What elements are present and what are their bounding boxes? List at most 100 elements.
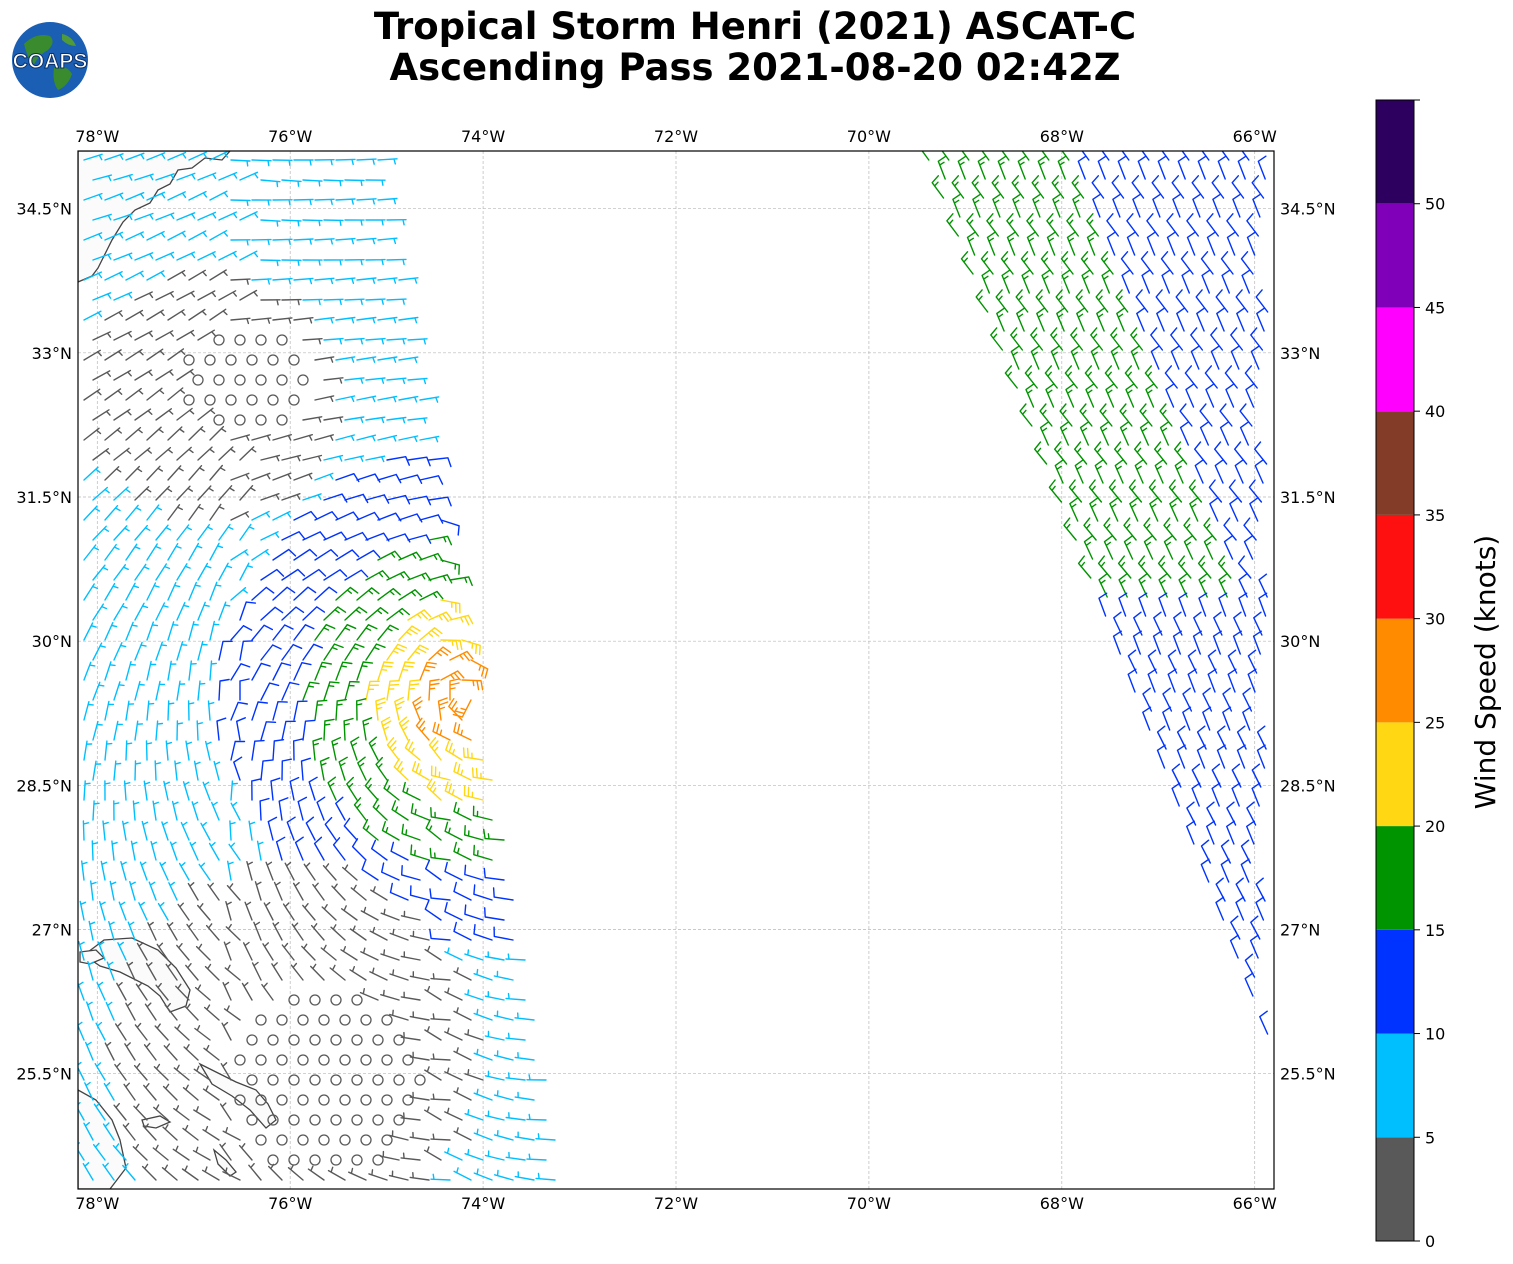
wind-barb bbox=[346, 776, 358, 801]
lat-tick-right: 25.5°N bbox=[1280, 1065, 1336, 1084]
wind-barb bbox=[134, 330, 154, 341]
wind-barb-calm bbox=[351, 1114, 363, 1126]
wind-barb bbox=[428, 737, 442, 761]
wind-barb bbox=[957, 155, 967, 180]
wind-barb bbox=[143, 1042, 157, 1061]
wind-barb bbox=[1157, 555, 1172, 579]
colorbar-bin bbox=[1376, 203, 1414, 308]
wind-barb bbox=[314, 159, 335, 166]
wind-barb bbox=[464, 1029, 484, 1041]
wind-barb bbox=[1219, 421, 1229, 446]
wind-barb bbox=[202, 1085, 220, 1101]
wind-barb bbox=[312, 882, 325, 901]
wind-barb bbox=[181, 1165, 199, 1181]
wind-barb bbox=[182, 1124, 199, 1141]
wind-barb bbox=[314, 238, 335, 245]
wind-barb bbox=[155, 641, 167, 661]
wind-barb bbox=[444, 947, 463, 961]
wind-barb-calm bbox=[234, 1054, 246, 1066]
wind-barb bbox=[314, 277, 335, 285]
wind-barb bbox=[300, 757, 311, 781]
wind-barb bbox=[323, 454, 344, 462]
wind-barb bbox=[526, 1074, 547, 1081]
axis-ticks: 78°W 78°W 76°W 76°W 74°W 74°W 72°W 72°W 70°W 70°W… bbox=[16, 127, 1335, 1213]
wind-barb bbox=[209, 151, 229, 161]
wind-barb bbox=[272, 624, 294, 641]
wind-barb bbox=[323, 569, 348, 581]
wind-barb bbox=[87, 961, 94, 981]
wind-barb bbox=[323, 416, 344, 423]
wind-barb bbox=[176, 251, 196, 261]
wind-barb bbox=[197, 903, 211, 921]
colorbar-tick: 15 bbox=[1425, 921, 1445, 940]
wind-barb bbox=[260, 259, 281, 267]
wind-barb bbox=[1068, 479, 1083, 503]
wind-barb bbox=[391, 800, 409, 821]
wind-barb bbox=[1083, 535, 1094, 560]
wind-barb bbox=[448, 698, 463, 721]
wind-barb bbox=[398, 513, 423, 523]
wind-barb bbox=[312, 737, 323, 761]
wind-barb bbox=[1123, 535, 1134, 560]
wind-barb bbox=[281, 493, 301, 501]
wind-barb bbox=[1114, 459, 1124, 484]
wind-barb-calm bbox=[318, 1054, 330, 1066]
wind-barb bbox=[251, 739, 265, 761]
wind-barb bbox=[426, 778, 442, 801]
wind-barb bbox=[83, 232, 103, 241]
colorbar-tick: 50 bbox=[1425, 195, 1445, 214]
wind-barb bbox=[272, 434, 292, 441]
wind-barb bbox=[314, 699, 328, 721]
wind-barb bbox=[419, 396, 440, 403]
wind-barb bbox=[125, 582, 140, 601]
colorbar-bin bbox=[1376, 618, 1414, 723]
wind-barb bbox=[356, 624, 378, 641]
wind-barb bbox=[83, 544, 100, 561]
wind-barb bbox=[398, 661, 415, 681]
wind-barb bbox=[93, 1102, 106, 1121]
wind-barb bbox=[134, 486, 152, 501]
wind-barb bbox=[197, 601, 210, 621]
wind-barb bbox=[260, 179, 281, 188]
wind-barb bbox=[253, 921, 262, 941]
wind-barb-calm bbox=[318, 1014, 330, 1026]
wind-barb bbox=[1136, 307, 1145, 332]
wind-barb bbox=[1103, 535, 1114, 560]
wind-barb bbox=[1176, 307, 1185, 332]
wind-barb bbox=[344, 337, 365, 345]
wind-barb bbox=[323, 718, 335, 741]
wind-barb bbox=[165, 740, 173, 761]
wind-barb bbox=[412, 696, 423, 721]
wind-barb-calm bbox=[267, 1034, 279, 1046]
wind-barb bbox=[220, 1062, 232, 1081]
wind-barb bbox=[106, 961, 115, 981]
wind-barb bbox=[473, 1048, 493, 1061]
wind-barb bbox=[260, 299, 281, 306]
wind-barb bbox=[293, 700, 308, 721]
wind-barb bbox=[133, 1103, 148, 1121]
wind-barb bbox=[251, 238, 272, 246]
wind-barb bbox=[1110, 327, 1124, 351]
wind-barb bbox=[125, 740, 133, 761]
wind-barb bbox=[1021, 151, 1030, 161]
wind-barb bbox=[995, 289, 1009, 313]
wind-barb bbox=[952, 193, 962, 218]
wind-barb bbox=[1123, 517, 1137, 541]
colorbar-tick: 5 bbox=[1425, 1128, 1435, 1147]
wind-barb bbox=[1244, 972, 1254, 997]
wind-barb bbox=[453, 761, 472, 781]
coaps-logo-icon: COAPS bbox=[12, 22, 88, 98]
wind-barb bbox=[1206, 213, 1219, 237]
wind-barb bbox=[125, 152, 145, 161]
wind-barb-calm bbox=[318, 1094, 330, 1106]
wind-barb bbox=[1150, 327, 1164, 351]
lat-tick-right: 30°N bbox=[1280, 632, 1320, 651]
wind-barb bbox=[365, 377, 386, 384]
title-line-2: Ascending Pass 2021-08-20 02:42Z bbox=[389, 46, 1121, 89]
wind-barb bbox=[492, 887, 514, 901]
wind-barb bbox=[241, 982, 253, 1001]
wind-barb bbox=[302, 493, 322, 501]
wind-barb bbox=[1080, 251, 1094, 275]
wind-barb bbox=[81, 860, 88, 881]
wind-barb bbox=[302, 179, 323, 187]
